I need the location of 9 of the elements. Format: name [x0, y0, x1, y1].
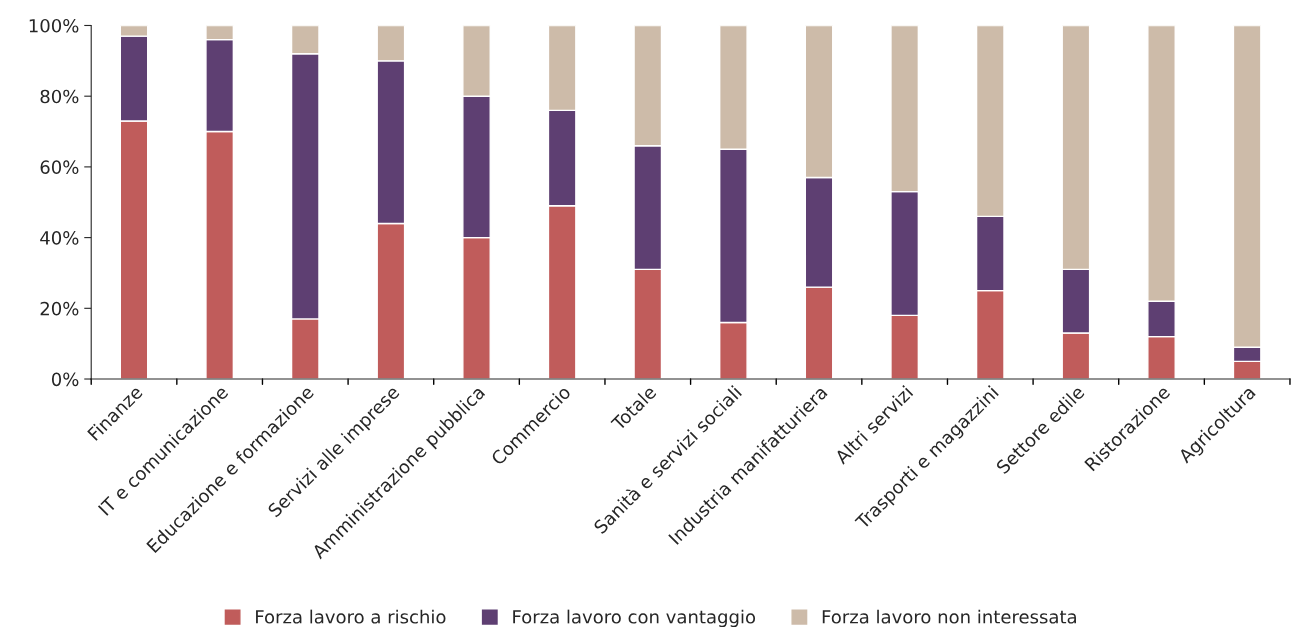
legend-label: Forza lavoro con vantaggio	[513, 609, 756, 628]
y-tick-label: 100%	[29, 18, 79, 33]
legend-label: Forza lavoro a rischio	[256, 609, 446, 624]
y-tick-label: 40%	[40, 231, 79, 245]
y-tick-label: 0%	[51, 372, 79, 387]
y-tick-label: 20%	[40, 301, 79, 316]
y-tick-label: 80%	[40, 89, 79, 104]
legend-label: Forza lavoro non interessata	[822, 609, 1076, 624]
y-tick-label: 60%	[40, 160, 79, 175]
